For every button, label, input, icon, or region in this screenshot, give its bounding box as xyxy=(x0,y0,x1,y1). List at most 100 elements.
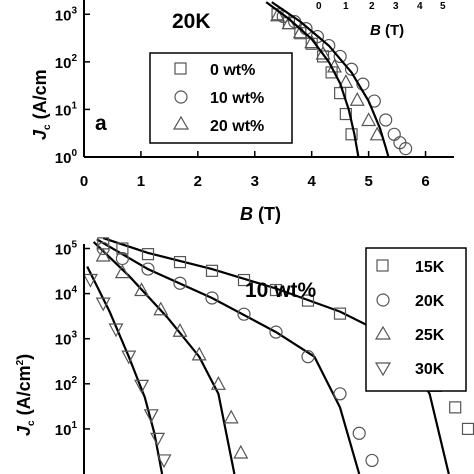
data-point-triangle xyxy=(153,301,169,316)
panel-b-y-tick-label: 105 xyxy=(55,240,78,259)
legend-label: 25K xyxy=(415,327,445,344)
panel-b-tick-layer: 101 102 103 104 105 xyxy=(55,240,90,439)
data-point-triangle xyxy=(349,91,365,106)
panel-b-series-layer xyxy=(82,237,474,474)
panel-b-annotation: 10 wt% xyxy=(245,279,317,302)
data-point-triangle xyxy=(172,323,188,337)
data-point-triangle xyxy=(233,444,249,459)
panel-a-fit-curve xyxy=(265,1,360,158)
data-point-circle xyxy=(387,127,401,141)
data-point-triangle xyxy=(361,112,377,127)
data-point-square xyxy=(461,422,474,436)
data-point-inverted-triangle xyxy=(150,432,166,447)
inset-tick-label: 5 xyxy=(440,1,446,12)
triangle-marker-icon xyxy=(172,115,190,130)
data-point-inverted-triangle xyxy=(95,297,111,312)
panel-a-x-axis-label: B (T) xyxy=(240,204,281,224)
panel-b-y-tick-label: 103 xyxy=(55,330,78,349)
data-point-circle xyxy=(352,426,366,440)
data-point-square xyxy=(205,264,219,277)
panel-a-x-tick-label: 5 xyxy=(364,173,372,190)
panel-a-x-tick-label: 3 xyxy=(251,173,259,190)
data-point-square xyxy=(141,248,155,261)
panel-a-y-tick-label: 101 xyxy=(55,100,78,119)
data-point-circle xyxy=(301,350,315,364)
panel-a-series-layer xyxy=(265,1,413,158)
panel-a-fit-curve xyxy=(271,1,390,158)
data-point-triangle xyxy=(191,346,207,361)
panel-a-panel-label: a xyxy=(95,112,107,135)
data-point-square xyxy=(339,107,352,121)
data-point-triangle xyxy=(134,282,150,297)
data-point-triangle xyxy=(95,247,111,262)
data-point-square xyxy=(269,283,283,297)
data-point-square xyxy=(173,255,187,269)
data-point-triangle xyxy=(315,45,331,60)
panel-a-legend: 0 wt% 10 wt% 20 wt% xyxy=(149,52,293,144)
data-point-inverted-triangle xyxy=(82,273,98,288)
panel-b-fit-curve xyxy=(92,241,236,474)
legend-label: 10 wt% xyxy=(210,90,264,107)
square-marker-icon xyxy=(376,259,389,272)
data-point-inverted-triangle xyxy=(143,409,159,424)
panel-a-legend-box xyxy=(149,52,293,144)
data-point-triangle xyxy=(223,409,239,424)
data-point-circle xyxy=(399,142,413,156)
panel-a-x-tick-label: 1 xyxy=(137,173,145,190)
data-point-circle xyxy=(333,49,347,64)
inset-x-axis-label: B (T) xyxy=(370,22,404,39)
panel-b-y-tick-label: 101 xyxy=(55,420,78,439)
panel-b-y-tick-label: 104 xyxy=(55,285,78,304)
panel-b: 101 102 103 104 105 Jc (A/cm2) 10 wt% 15K 20… xyxy=(14,237,474,474)
panel-a-x-tick-label: 0 xyxy=(80,173,88,190)
data-point-inverted-triangle xyxy=(121,350,137,365)
data-point-triangle xyxy=(210,376,226,390)
data-point-circle xyxy=(344,62,359,76)
panel-b-y-tick-label: 102 xyxy=(55,375,78,394)
data-point-square xyxy=(237,273,251,287)
panel-b-legend-box xyxy=(365,247,467,392)
circle-marker-icon xyxy=(174,90,188,104)
inset-tick-label: 0 xyxy=(316,1,322,12)
triangle-marker-icon xyxy=(374,325,392,340)
panel-a-y-tick-label: 102 xyxy=(55,53,78,72)
data-point-square xyxy=(116,242,129,255)
inset-tick-label: 2 xyxy=(369,1,375,12)
legend-label: 20 wt% xyxy=(210,118,264,135)
panel-b-y-axis-label: Jc (A/cm2) xyxy=(14,354,37,436)
data-point-circle xyxy=(173,276,187,290)
inset-tick-label: 4 xyxy=(417,1,423,12)
circle-marker-icon xyxy=(376,293,390,307)
panel-a-x-tick-label: 4 xyxy=(308,173,317,190)
inset-tick-label: 1 xyxy=(343,1,349,12)
data-point-square xyxy=(301,294,315,307)
data-point-inverted-triangle xyxy=(134,379,150,394)
data-point-circle xyxy=(141,262,155,276)
data-point-circle xyxy=(379,113,393,127)
square-marker-icon xyxy=(174,62,187,75)
data-point-circle xyxy=(333,387,347,401)
data-point-circle xyxy=(237,307,251,321)
data-point-triangle xyxy=(270,7,286,22)
inset-tick-label: 3 xyxy=(393,1,399,12)
data-point-circle xyxy=(96,241,110,256)
data-point-inverted-triangle xyxy=(156,454,172,469)
data-point-square xyxy=(449,401,462,414)
panel-a-annotation: 20K xyxy=(172,10,211,33)
data-point-circle xyxy=(322,38,336,53)
panel-a-inset: 0 1 2 3 4 5 B (T) xyxy=(316,1,446,39)
panel-a-y-axis-label: Jc (A/cm xyxy=(30,69,53,140)
inverted-triangle-marker-icon xyxy=(374,362,392,377)
legend-label: 20K xyxy=(415,293,445,310)
data-point-circle xyxy=(365,453,379,468)
data-point-square xyxy=(345,128,358,141)
data-point-circle xyxy=(205,291,219,305)
data-point-square xyxy=(333,307,347,320)
data-point-triangle xyxy=(369,126,385,141)
panel-a-y-tick-label: 103 xyxy=(55,5,78,24)
legend-label: 0 wt% xyxy=(210,62,255,79)
legend-label: 30K xyxy=(415,361,445,378)
data-point-inverted-triangle xyxy=(108,323,124,338)
